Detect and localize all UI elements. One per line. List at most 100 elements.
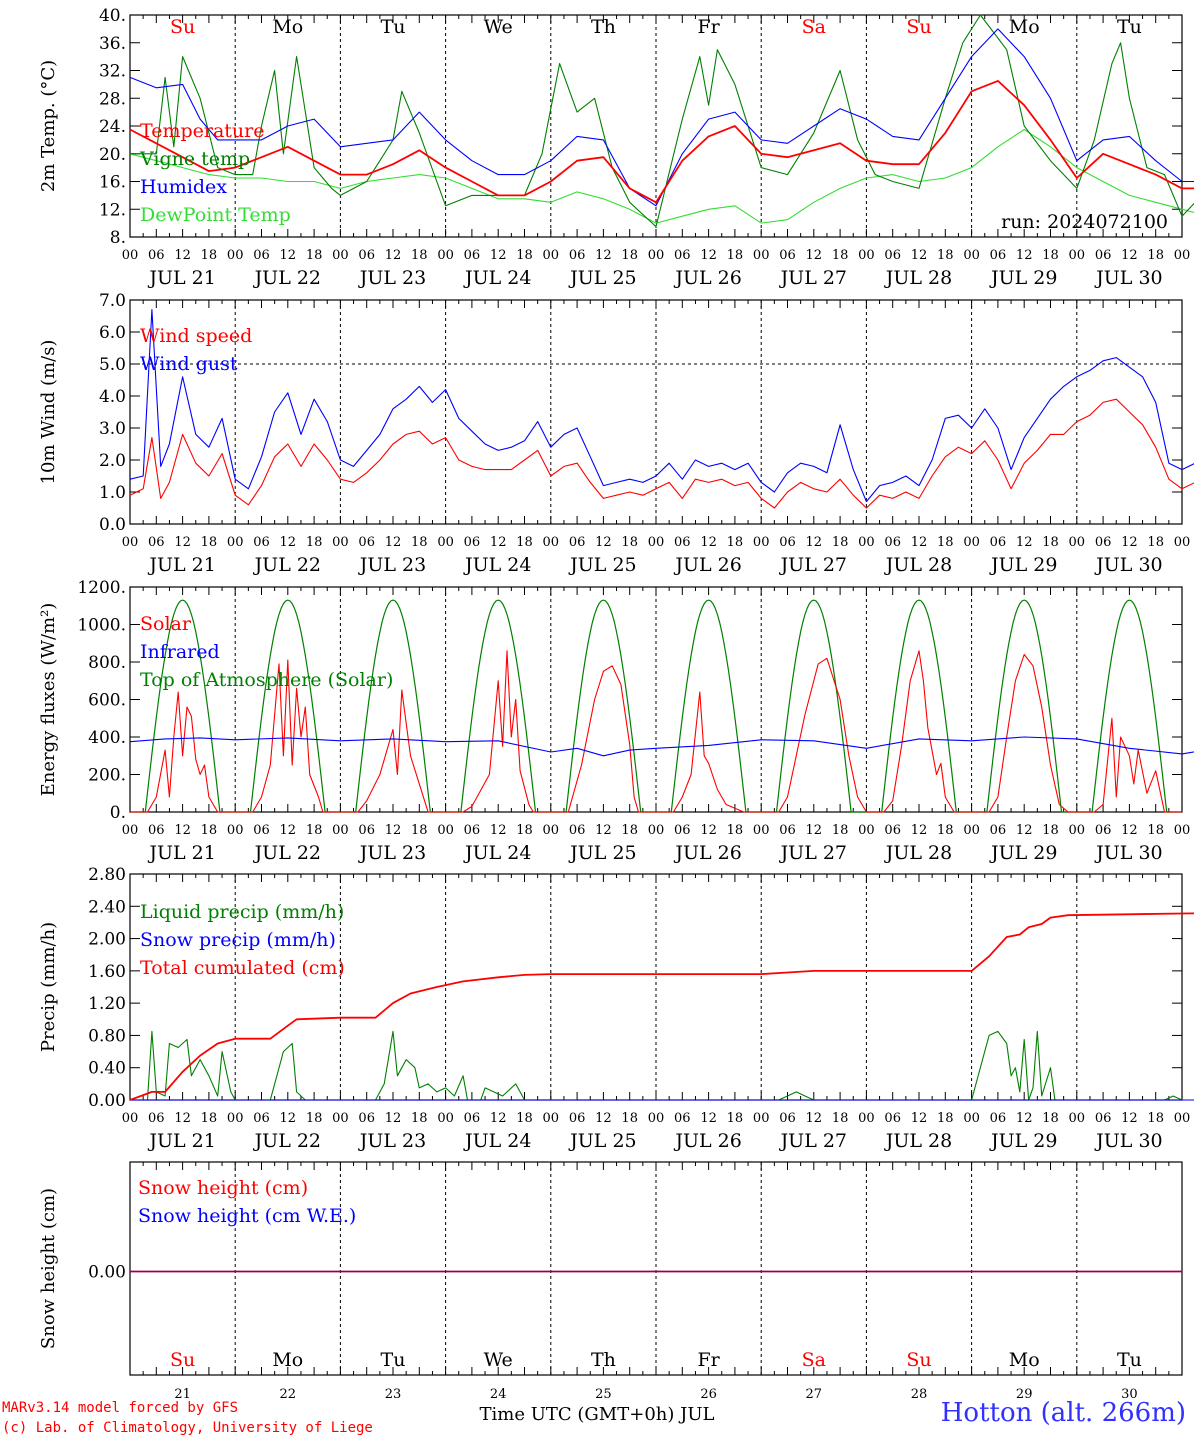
series-line-solar [130, 650, 1182, 813]
date-label: JUL 28 [884, 1130, 952, 1152]
date-label: JUL 24 [463, 1130, 531, 1152]
hour-tick-label: 00 [858, 248, 875, 263]
hour-tick-label: 12 [174, 1111, 191, 1126]
hour-tick-label: 18 [832, 1111, 849, 1126]
hour-tick-label: 00 [1069, 535, 1086, 550]
day-number-label: 21 [174, 1387, 191, 1402]
legend-entry: Temperature [140, 120, 264, 142]
hour-tick-label: 06 [674, 248, 691, 263]
hour-tick-label: 06 [569, 1111, 586, 1126]
hour-tick-label: 06 [884, 535, 901, 550]
weekday-label-bottom: Mo [1009, 1349, 1040, 1371]
hour-tick-label: 18 [1147, 248, 1164, 263]
weekday-label-top: Tu [1117, 16, 1142, 38]
hour-tick-label: 18 [411, 248, 428, 263]
hour-tick-label: 00 [1174, 823, 1191, 838]
hour-tick-label: 00 [122, 823, 139, 838]
hour-tick-label: 18 [832, 248, 849, 263]
weekday-label-bottom: We [484, 1349, 513, 1371]
date-label: JUL 25 [568, 267, 636, 289]
hour-tick-label: 06 [569, 823, 586, 838]
series-line-temperature [129, 80, 1194, 204]
hour-tick-label: 18 [937, 823, 954, 838]
hour-tick-label: 00 [1069, 823, 1086, 838]
hour-tick-label: 00 [227, 823, 244, 838]
hour-tick-label: 12 [700, 535, 717, 550]
hour-tick-label: 06 [990, 823, 1007, 838]
hour-tick-label: 00 [963, 823, 980, 838]
hour-tick-label: 00 [332, 535, 349, 550]
hour-tick-label: 00 [437, 1111, 454, 1126]
hour-tick-label: 06 [1095, 823, 1112, 838]
hour-tick-label: 18 [1042, 823, 1059, 838]
hour-tick-label: 06 [779, 535, 796, 550]
hour-tick-label: 12 [174, 248, 191, 263]
hour-tick-label: 12 [806, 823, 823, 838]
hour-tick-label: 00 [858, 823, 875, 838]
hour-tick-label: 18 [516, 248, 533, 263]
plot-frame [129, 299, 1183, 525]
hour-tick-label: 06 [884, 1111, 901, 1126]
hour-tick-label: 12 [174, 535, 191, 550]
date-label: JUL 30 [1094, 267, 1162, 289]
hour-tick-label: 00 [753, 248, 770, 263]
date-label: JUL 25 [568, 554, 636, 576]
y-tick-label: 32. [99, 62, 126, 82]
y-tick-label: 2.00 [88, 930, 126, 950]
hour-tick-label: 06 [990, 1111, 1007, 1126]
hour-tick-label: 12 [280, 823, 297, 838]
y-tick-label: 16. [99, 173, 126, 193]
weekday-label-bottom: Sa [802, 1349, 826, 1371]
hour-tick-label: 18 [832, 823, 849, 838]
date-label: JUL 26 [673, 554, 741, 576]
hour-tick-label: 00 [437, 248, 454, 263]
hour-tick-label: 12 [385, 535, 402, 550]
hour-tick-label: 00 [648, 535, 665, 550]
hour-tick-label: 06 [779, 1111, 796, 1126]
credit-line-2: (c) Lab. of Climatology, University of L… [2, 1420, 373, 1436]
hour-tick-label: 12 [490, 1111, 507, 1126]
hour-tick-label: 12 [1016, 535, 1033, 550]
date-label: JUL 24 [463, 842, 531, 864]
y-axis-label: Precip (mm/h) [38, 922, 59, 1052]
hour-tick-label: 06 [779, 248, 796, 263]
y-tick-label: 5.0 [99, 355, 126, 375]
y-tick-label: 800. [88, 653, 126, 673]
y-axis-label: 2m Temp. (°C) [38, 60, 59, 192]
hour-tick-label: 00 [332, 823, 349, 838]
weekday-label-bottom: Tu [381, 1349, 406, 1371]
y-tick-label: 0.80 [88, 1026, 126, 1046]
y-tick-label: 2.40 [88, 897, 126, 917]
y-tick-label: 40. [99, 6, 126, 26]
hour-tick-label: 18 [411, 1111, 428, 1126]
y-tick-label: 1.20 [88, 994, 126, 1014]
hour-tick-label: 06 [148, 1111, 165, 1126]
hour-tick-label: 12 [385, 823, 402, 838]
legend-entry: Total cumulated (cm) [140, 957, 345, 979]
hour-tick-label: 06 [464, 535, 481, 550]
date-label: JUL 22 [253, 554, 321, 576]
y-tick-label: 1.60 [88, 962, 126, 982]
hour-tick-label: 06 [674, 535, 691, 550]
hour-tick-label: 00 [648, 823, 665, 838]
hour-tick-label: 12 [595, 1111, 612, 1126]
hour-tick-label: 18 [937, 1111, 954, 1126]
hour-tick-label: 06 [358, 535, 375, 550]
hour-tick-label: 18 [201, 1111, 218, 1126]
date-label: JUL 22 [253, 1130, 321, 1152]
y-tick-label: 4.0 [99, 387, 126, 407]
hour-tick-label: 18 [411, 823, 428, 838]
legend-entry: Solar [140, 613, 192, 635]
date-label: JUL 27 [779, 267, 847, 289]
panel-snow: 0.00 Snow height (cm) Snow height (cm) Snow… [38, 1161, 1183, 1376]
y-tick-label: 36. [99, 34, 126, 54]
hour-tick-label: 00 [122, 535, 139, 550]
hour-tick-label: 06 [1095, 248, 1112, 263]
hour-tick-label: 00 [858, 535, 875, 550]
hour-tick-label: 12 [595, 823, 612, 838]
hour-tick-label: 18 [306, 248, 323, 263]
weekday-label-bottom: Su [906, 1349, 931, 1371]
hour-tick-label: 00 [1174, 535, 1191, 550]
hour-tick-label: 00 [648, 248, 665, 263]
